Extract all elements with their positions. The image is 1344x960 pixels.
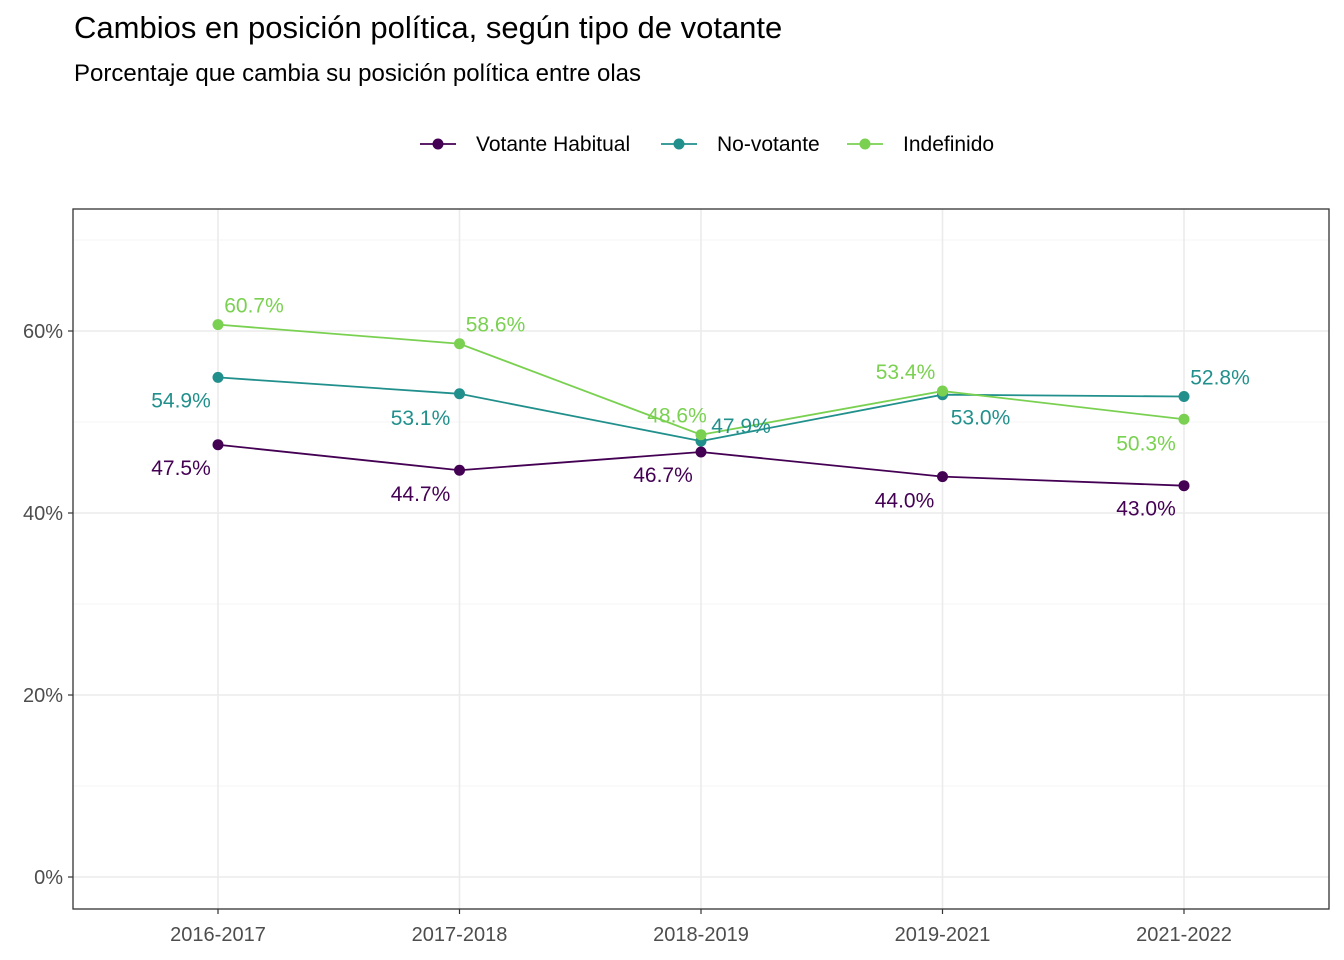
data-label: 44.0%: [875, 490, 935, 513]
data-label: 54.9%: [151, 389, 211, 412]
data-point: [937, 385, 948, 397]
series-lines: [212, 319, 1190, 492]
legend-label: Indefinido: [903, 133, 994, 156]
data-point: [695, 429, 707, 441]
chart-title: Cambios en posición política, según tipo…: [74, 10, 783, 45]
x-tick-label: 2018-2019: [653, 924, 749, 946]
legend-label: Votante Habitual: [476, 133, 630, 156]
x-tick-label: 2016-2017: [170, 924, 266, 946]
legend-item: Indefinido: [847, 133, 994, 156]
data-label: 48.6%: [647, 405, 707, 428]
data-point: [212, 319, 224, 331]
data-point: [1178, 480, 1190, 492]
grid-lines: [73, 209, 1329, 909]
data-point: [454, 388, 465, 400]
y-tick-label: 60%: [23, 321, 63, 343]
data-label: 50.3%: [1116, 432, 1176, 455]
data-point: [937, 471, 948, 483]
y-tick-label: 0%: [34, 867, 63, 889]
axes: 0% 20% 40% 60% 2016-2017 2017-2018 2018-2019 20…: [23, 321, 1232, 946]
legend-key-point: [673, 138, 685, 150]
x-tick-label: 2019-2021: [895, 924, 991, 946]
y-tick-label: 40%: [23, 503, 63, 525]
data-label: 47.9%: [711, 415, 771, 438]
data-labels: 47.5% 44.7% 46.7% 44.0% 43.0% 54.9% 53.1% 47.9%…: [151, 295, 1250, 521]
data-point: [212, 371, 224, 383]
y-tick-label: 20%: [23, 685, 63, 707]
data-label: 47.5%: [151, 457, 211, 480]
chart-legend: Votante Habitual No-votante Indefinido: [420, 133, 994, 156]
data-point: [1178, 391, 1190, 403]
legend-item: Votante Habitual: [420, 133, 630, 156]
legend-key-point: [432, 138, 444, 150]
x-tick-label: 2021-2022: [1136, 924, 1232, 946]
data-label: 60.7%: [224, 295, 284, 318]
data-label: 46.7%: [633, 464, 693, 487]
data-point: [695, 446, 707, 458]
data-point: [454, 464, 465, 476]
x-tick-label: 2017-2018: [412, 924, 508, 946]
legend-key-point: [859, 138, 871, 150]
data-point: [454, 338, 465, 350]
chart-subtitle: Porcentaje que cambia su posición políti…: [74, 60, 641, 87]
data-label: 58.6%: [466, 314, 526, 337]
data-label: 53.4%: [876, 361, 936, 384]
data-point: [1178, 413, 1190, 425]
legend-label: No-votante: [717, 133, 820, 156]
data-label: 52.8%: [1190, 367, 1250, 390]
data-label: 53.1%: [391, 407, 451, 430]
data-label: 44.7%: [391, 483, 451, 506]
data-point: [212, 439, 224, 451]
data-label: 43.0%: [1116, 498, 1176, 521]
data-label: 53.0%: [951, 407, 1011, 430]
legend-item: No-votante: [661, 133, 820, 156]
